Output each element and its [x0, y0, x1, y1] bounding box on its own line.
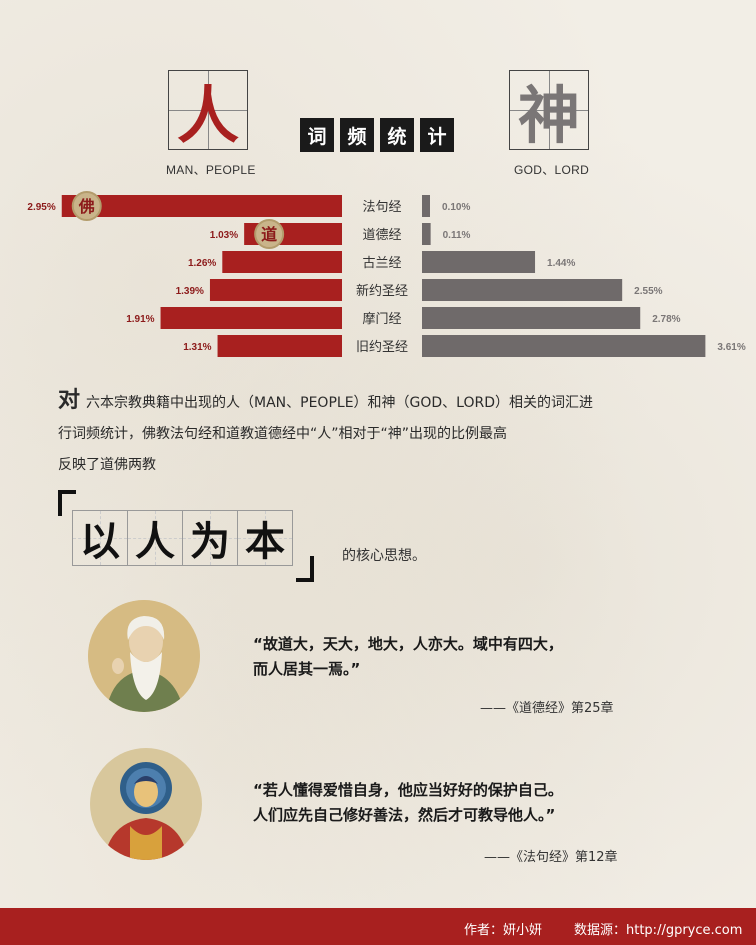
- seal-marker: [254, 219, 285, 249]
- man-bar: [61, 195, 342, 217]
- calligraphy-cell: 人: [127, 510, 183, 566]
- calligraphy-char: 本: [245, 518, 285, 565]
- calligraphy-char: 人: [135, 518, 175, 565]
- man-glyph-box: 人: [168, 70, 248, 152]
- god-bar: [422, 335, 706, 357]
- quote-line: “故道大，天大，地大，人亦大。域中有四大，: [253, 635, 563, 653]
- intro-line-3: 反映了道佛两教: [58, 457, 156, 473]
- man-value-label: 1.03%: [210, 230, 238, 241]
- seal-marker-label: 佛: [78, 197, 95, 216]
- man-value-label: 1.91%: [126, 314, 154, 325]
- god-bar: [422, 307, 641, 329]
- seal-marker: [71, 191, 102, 221]
- footer-bar: 作者：妍小妍 数据源：http://gpryce.com: [0, 908, 756, 945]
- god-value-label: 2.55%: [634, 286, 662, 297]
- category-label: 旧约圣经: [356, 340, 408, 355]
- title-char: 计: [420, 118, 454, 152]
- god-caption: GOD、LORD: [514, 163, 590, 177]
- title-char: 统: [380, 118, 414, 152]
- god-value-label: 2.78%: [652, 314, 680, 325]
- footer-source: 数据源：http://gpryce.com: [574, 923, 743, 938]
- calligraphy-bracket-left: [58, 490, 76, 516]
- calligraphy-cell: 以: [72, 510, 128, 566]
- buddha-quote: “若人懂得爱惜自身，他应当好好的保护自己。 人们应先自己修好善法，然后才可教导他…: [253, 778, 563, 828]
- buddha-citation: ——《法句经》第12章: [484, 850, 618, 865]
- calligraphy-tail: 的核心思想。: [342, 548, 426, 564]
- man-bar: [160, 307, 342, 329]
- god-bar: [422, 223, 431, 245]
- quote-line: “若人懂得爱惜自身，他应当好好的保护自己。: [253, 781, 563, 799]
- calligraphy-bracket-right: [296, 556, 314, 582]
- chart-title: 词 频 统 计: [300, 118, 454, 152]
- laozi-citation: ——《道德经》第25章: [480, 701, 614, 716]
- title-char: 频: [340, 118, 374, 152]
- title-char: 词: [300, 118, 334, 152]
- god-value-label: 1.44%: [547, 258, 575, 269]
- calligraphy-char: 以: [80, 518, 120, 565]
- man-caption: MAN、PEOPLE: [166, 163, 256, 177]
- category-label: 法句经: [362, 200, 401, 215]
- man-value-label: 1.26%: [188, 258, 216, 269]
- seal-marker-label: 道: [261, 225, 277, 244]
- calligraphy-cell: 本: [237, 510, 293, 566]
- quote-line: 而人居其一焉。”: [253, 660, 361, 678]
- intro-line-1: 六本宗教典籍中出现的人（MAN、PEOPLE）和神（GOD、LORD）相关的词汇…: [86, 395, 594, 411]
- man-value-label: 2.95%: [27, 202, 55, 213]
- category-label: 摩门经: [362, 311, 401, 327]
- man-bar: [217, 335, 342, 357]
- laozi-quote: “故道大，天大，地大，人亦大。域中有四大， 而人居其一焉。”: [253, 632, 563, 682]
- category-label: 新约圣经: [356, 283, 408, 299]
- intro-lead: 对: [58, 388, 81, 413]
- calligraphy-cell: 为: [182, 510, 238, 566]
- intro-text: 对六本宗教典籍中出现的人（MAN、PEOPLE）和神（GOD、LORD）相关的词…: [58, 385, 708, 481]
- intro-line-2: 行词频统计，佛教法句经和道教道德经中“人”相对于“神”出现的比例最高: [58, 426, 508, 442]
- word-frequency-chart: 法句经 2.95% 0.10% 道德经 1.03% 0.11% 古兰经 1.26% 1.44% 新…: [27, 191, 746, 357]
- man-bar: [209, 279, 342, 301]
- god-glyph: 神: [517, 79, 580, 152]
- quote-line: 人们应先自己修好善法，然后才可教导他人。”: [253, 806, 556, 824]
- god-glyph-box: 神: [509, 70, 589, 152]
- man-value-label: 1.31%: [183, 342, 211, 353]
- god-bar: [422, 251, 536, 273]
- calligraphy-char: 为: [190, 518, 230, 565]
- god-value-label: 0.10%: [442, 202, 470, 213]
- god-bar: [422, 195, 430, 217]
- god-value-label: 0.11%: [443, 230, 471, 241]
- god-value-label: 3.61%: [717, 342, 745, 353]
- laozi-portrait: [88, 600, 200, 712]
- man-bar: [222, 251, 342, 273]
- buddha-portrait: [90, 748, 202, 860]
- calligraphy-row: 以 人 为 本: [72, 510, 293, 566]
- footer-author: 作者：妍小妍: [464, 923, 543, 938]
- man-value-label: 1.39%: [176, 286, 204, 297]
- category-label: 道德经: [362, 228, 401, 243]
- man-glyph: 人: [176, 79, 239, 152]
- god-bar: [422, 279, 623, 301]
- category-label: 古兰经: [362, 256, 401, 271]
